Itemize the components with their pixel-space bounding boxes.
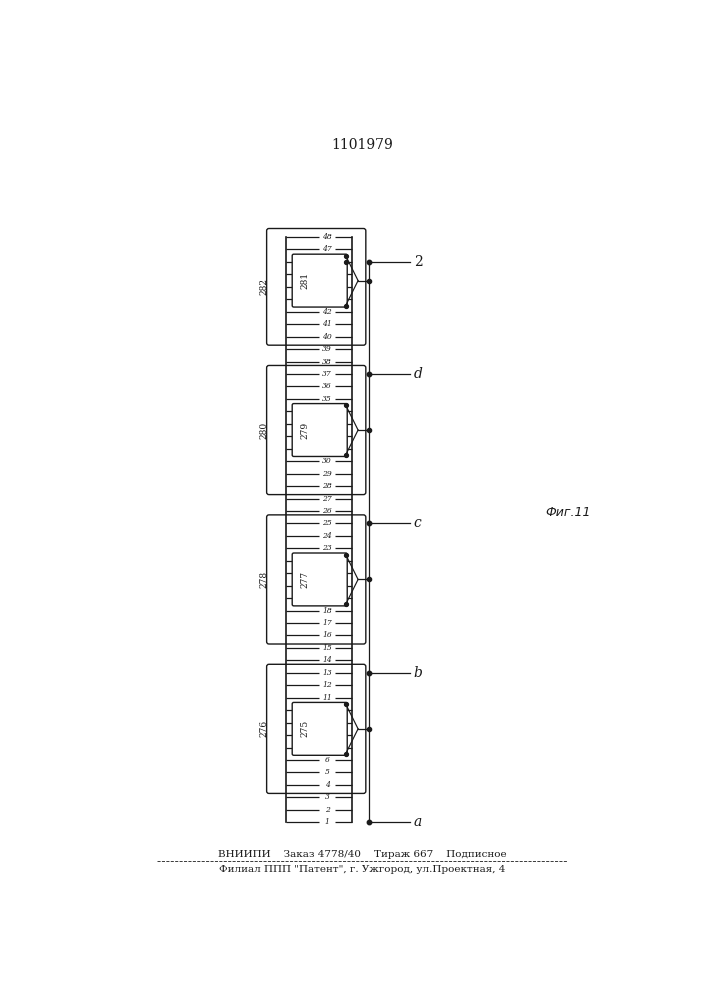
Text: 30: 30 <box>322 457 332 465</box>
Text: 277: 277 <box>300 571 309 588</box>
Text: 281: 281 <box>300 272 309 289</box>
Text: 26: 26 <box>322 507 332 515</box>
Text: 33: 33 <box>322 420 332 428</box>
Text: 29: 29 <box>322 470 332 478</box>
Text: 34: 34 <box>322 407 332 415</box>
Text: 22: 22 <box>322 557 332 565</box>
Text: 14: 14 <box>322 656 332 664</box>
Text: 275: 275 <box>300 720 309 737</box>
Text: 23: 23 <box>322 544 332 552</box>
Text: 36: 36 <box>322 382 332 390</box>
Text: 9: 9 <box>325 719 329 727</box>
Text: 40: 40 <box>322 333 332 341</box>
Text: 17: 17 <box>322 619 332 627</box>
Text: 282: 282 <box>259 278 269 295</box>
Text: 25: 25 <box>322 519 332 527</box>
Text: 38: 38 <box>322 358 332 366</box>
Text: 12: 12 <box>322 681 332 689</box>
Text: a: a <box>414 815 422 829</box>
Text: 48: 48 <box>322 233 332 241</box>
Text: 35: 35 <box>322 395 332 403</box>
Text: 278: 278 <box>259 571 269 588</box>
Text: 21: 21 <box>322 569 332 577</box>
FancyBboxPatch shape <box>292 702 347 755</box>
Text: Фиг.11: Фиг.11 <box>546 506 591 519</box>
Text: 27: 27 <box>322 495 332 503</box>
Text: 47: 47 <box>322 245 332 253</box>
Text: 4: 4 <box>325 781 329 789</box>
Text: 8: 8 <box>325 731 329 739</box>
Text: 2: 2 <box>325 806 329 814</box>
Text: 18: 18 <box>322 607 332 615</box>
Text: d: d <box>414 367 423 381</box>
Text: 39: 39 <box>322 345 332 353</box>
Text: 46: 46 <box>322 258 332 266</box>
Text: 37: 37 <box>322 370 332 378</box>
Text: 16: 16 <box>322 631 332 639</box>
Text: 1101979: 1101979 <box>331 138 393 152</box>
Text: Филиал ППП "Патент", г. Ужгород, ул.Проектная, 4: Филиал ППП "Патент", г. Ужгород, ул.Прое… <box>218 865 505 874</box>
Text: 11: 11 <box>322 694 332 702</box>
Text: 24: 24 <box>322 532 332 540</box>
Text: 3: 3 <box>325 793 329 801</box>
Text: 2: 2 <box>414 255 423 269</box>
Text: 31: 31 <box>322 445 332 453</box>
Text: 43: 43 <box>322 295 332 303</box>
Text: c: c <box>414 516 421 530</box>
Text: 10: 10 <box>322 706 332 714</box>
FancyBboxPatch shape <box>292 404 347 456</box>
Text: 5: 5 <box>325 768 329 776</box>
Text: 42: 42 <box>322 308 332 316</box>
Text: 279: 279 <box>300 421 309 439</box>
Text: 32: 32 <box>322 432 332 440</box>
Text: 1: 1 <box>325 818 329 826</box>
Text: 19: 19 <box>322 594 332 602</box>
Text: 6: 6 <box>325 756 329 764</box>
Text: 28: 28 <box>322 482 332 490</box>
FancyBboxPatch shape <box>292 254 347 307</box>
Text: 41: 41 <box>322 320 332 328</box>
Text: 44: 44 <box>322 283 332 291</box>
Text: 276: 276 <box>259 720 269 737</box>
FancyBboxPatch shape <box>292 553 347 606</box>
Text: 45: 45 <box>322 270 332 278</box>
Text: 20: 20 <box>322 582 332 590</box>
Text: ВНИИПИ    Заказ 4778/40    Тираж 667    Подписное: ВНИИПИ Заказ 4778/40 Тираж 667 Подписное <box>218 850 506 859</box>
Text: 15: 15 <box>322 644 332 652</box>
Text: b: b <box>414 666 423 680</box>
Text: 7: 7 <box>325 744 329 752</box>
Text: 13: 13 <box>322 669 332 677</box>
Text: 280: 280 <box>259 421 269 439</box>
